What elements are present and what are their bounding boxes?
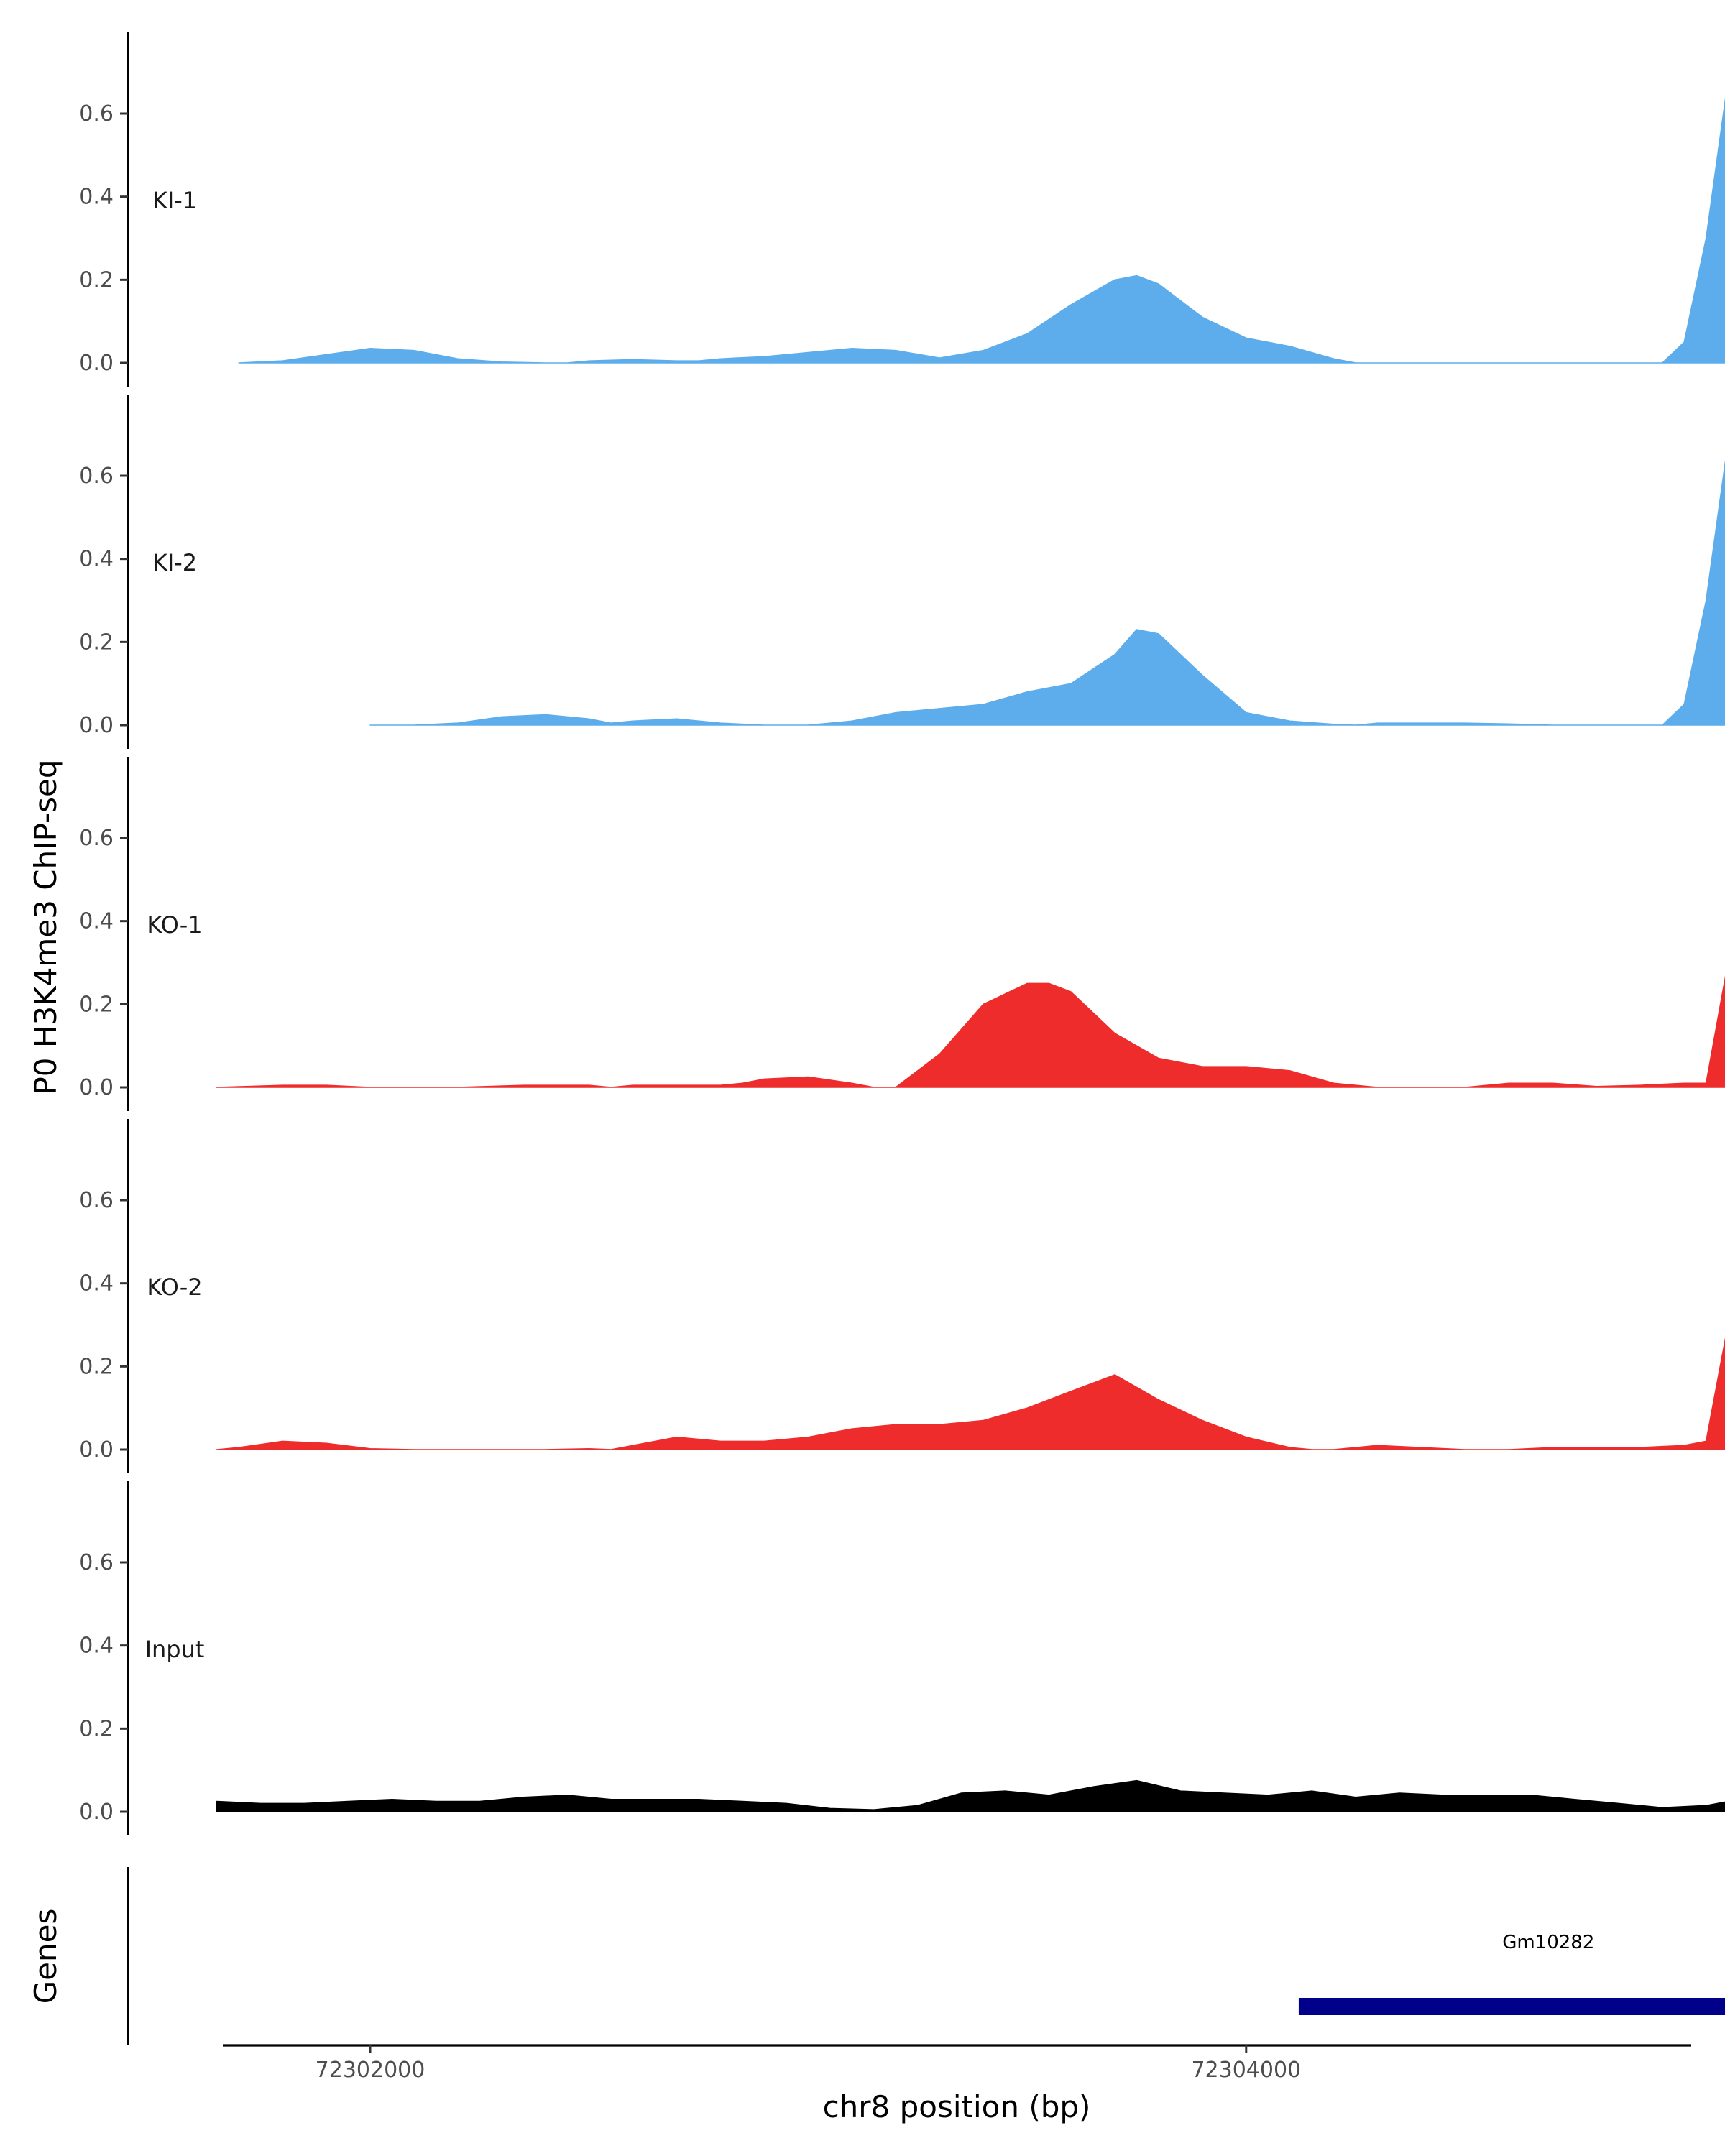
x-tick-label: 72304000 [1191,2058,1301,2083]
track-panels: 0.00.20.40.6KI-10.00.20.40.6KI-20.00.20.… [79,32,1725,1835]
track-label: KI-1 [152,187,197,214]
track-area-ko-1 [216,975,1725,1088]
y-tick-label: 0.0 [79,1437,114,1462]
y-tick-label: 0.0 [79,351,114,376]
y-tick-label: 0.0 [79,713,114,738]
y-tick-label: 0.2 [79,267,114,292]
y-axis-title: P0 H3K4me3 ChIP-seq [28,759,63,1095]
y-tick-label: 0.4 [79,909,114,934]
x-tick-label: 72302000 [316,2058,426,2083]
y-tick-label: 0.2 [79,1716,114,1741]
y-tick-label: 0.4 [79,185,114,210]
track-panel-ki-2: 0.0 0.2 0.4 0.6 KI-2 [79,395,1725,749]
track-panel-ko-2: 0.0 0.2 0.4 0.6 KO-2 [79,1119,1725,1473]
y-tick-label: 0.6 [79,101,114,126]
y-tick-label: 0.6 [79,1550,114,1575]
track-area-input [216,1779,1725,1812]
track-label: KI-2 [152,549,197,576]
genes-axis-title: Genes [28,1909,63,2004]
track-area-ki-1 [238,97,1725,364]
y-tick-label: 0.6 [79,826,114,851]
y-tick-label: 0.6 [79,1188,114,1213]
y-tick-label: 0.0 [79,1800,114,1825]
y-tick-label: 0.2 [79,630,114,655]
y-tick-label: 0.4 [79,1634,114,1659]
y-tick-label: 0.0 [79,1075,114,1100]
gene-label: Gm10282 [1502,1932,1594,1953]
track-panel-input: 0.0 0.2 0.4 0.6 Input [79,1481,1725,1835]
x-axis: 7230200072304000723060007230800 chr8 pos… [223,2044,1691,2124]
y-tick-label: 0.6 [79,464,114,489]
track-label: Input [145,1636,205,1663]
y-tick-label: 0.2 [79,1354,114,1379]
gene-features: Gm10282 [1298,1932,1725,2015]
track-label: KO-2 [147,1273,202,1301]
track-label: KO-1 [147,911,202,939]
gene-panel: Genes Gm10282 [28,1867,1725,2045]
track-area-ko-2 [216,1337,1725,1450]
track-panel-ki-1: 0.0 0.2 0.4 0.6 KI-1 [79,32,1725,387]
track-panel-ko-1: 0.0 0.2 0.4 0.6 KO-1 [79,757,1725,1111]
y-tick-label: 0.4 [79,1271,114,1296]
track-area-ki-2 [369,459,1725,726]
x-ticks: 7230200072304000723060007230800 [316,2045,1301,2083]
y-tick-label: 0.4 [79,547,114,572]
x-axis-title: chr8 position (bp) [823,2089,1091,2124]
gene-feature-bar [1298,1998,1725,2015]
y-tick-label: 0.2 [79,992,114,1017]
